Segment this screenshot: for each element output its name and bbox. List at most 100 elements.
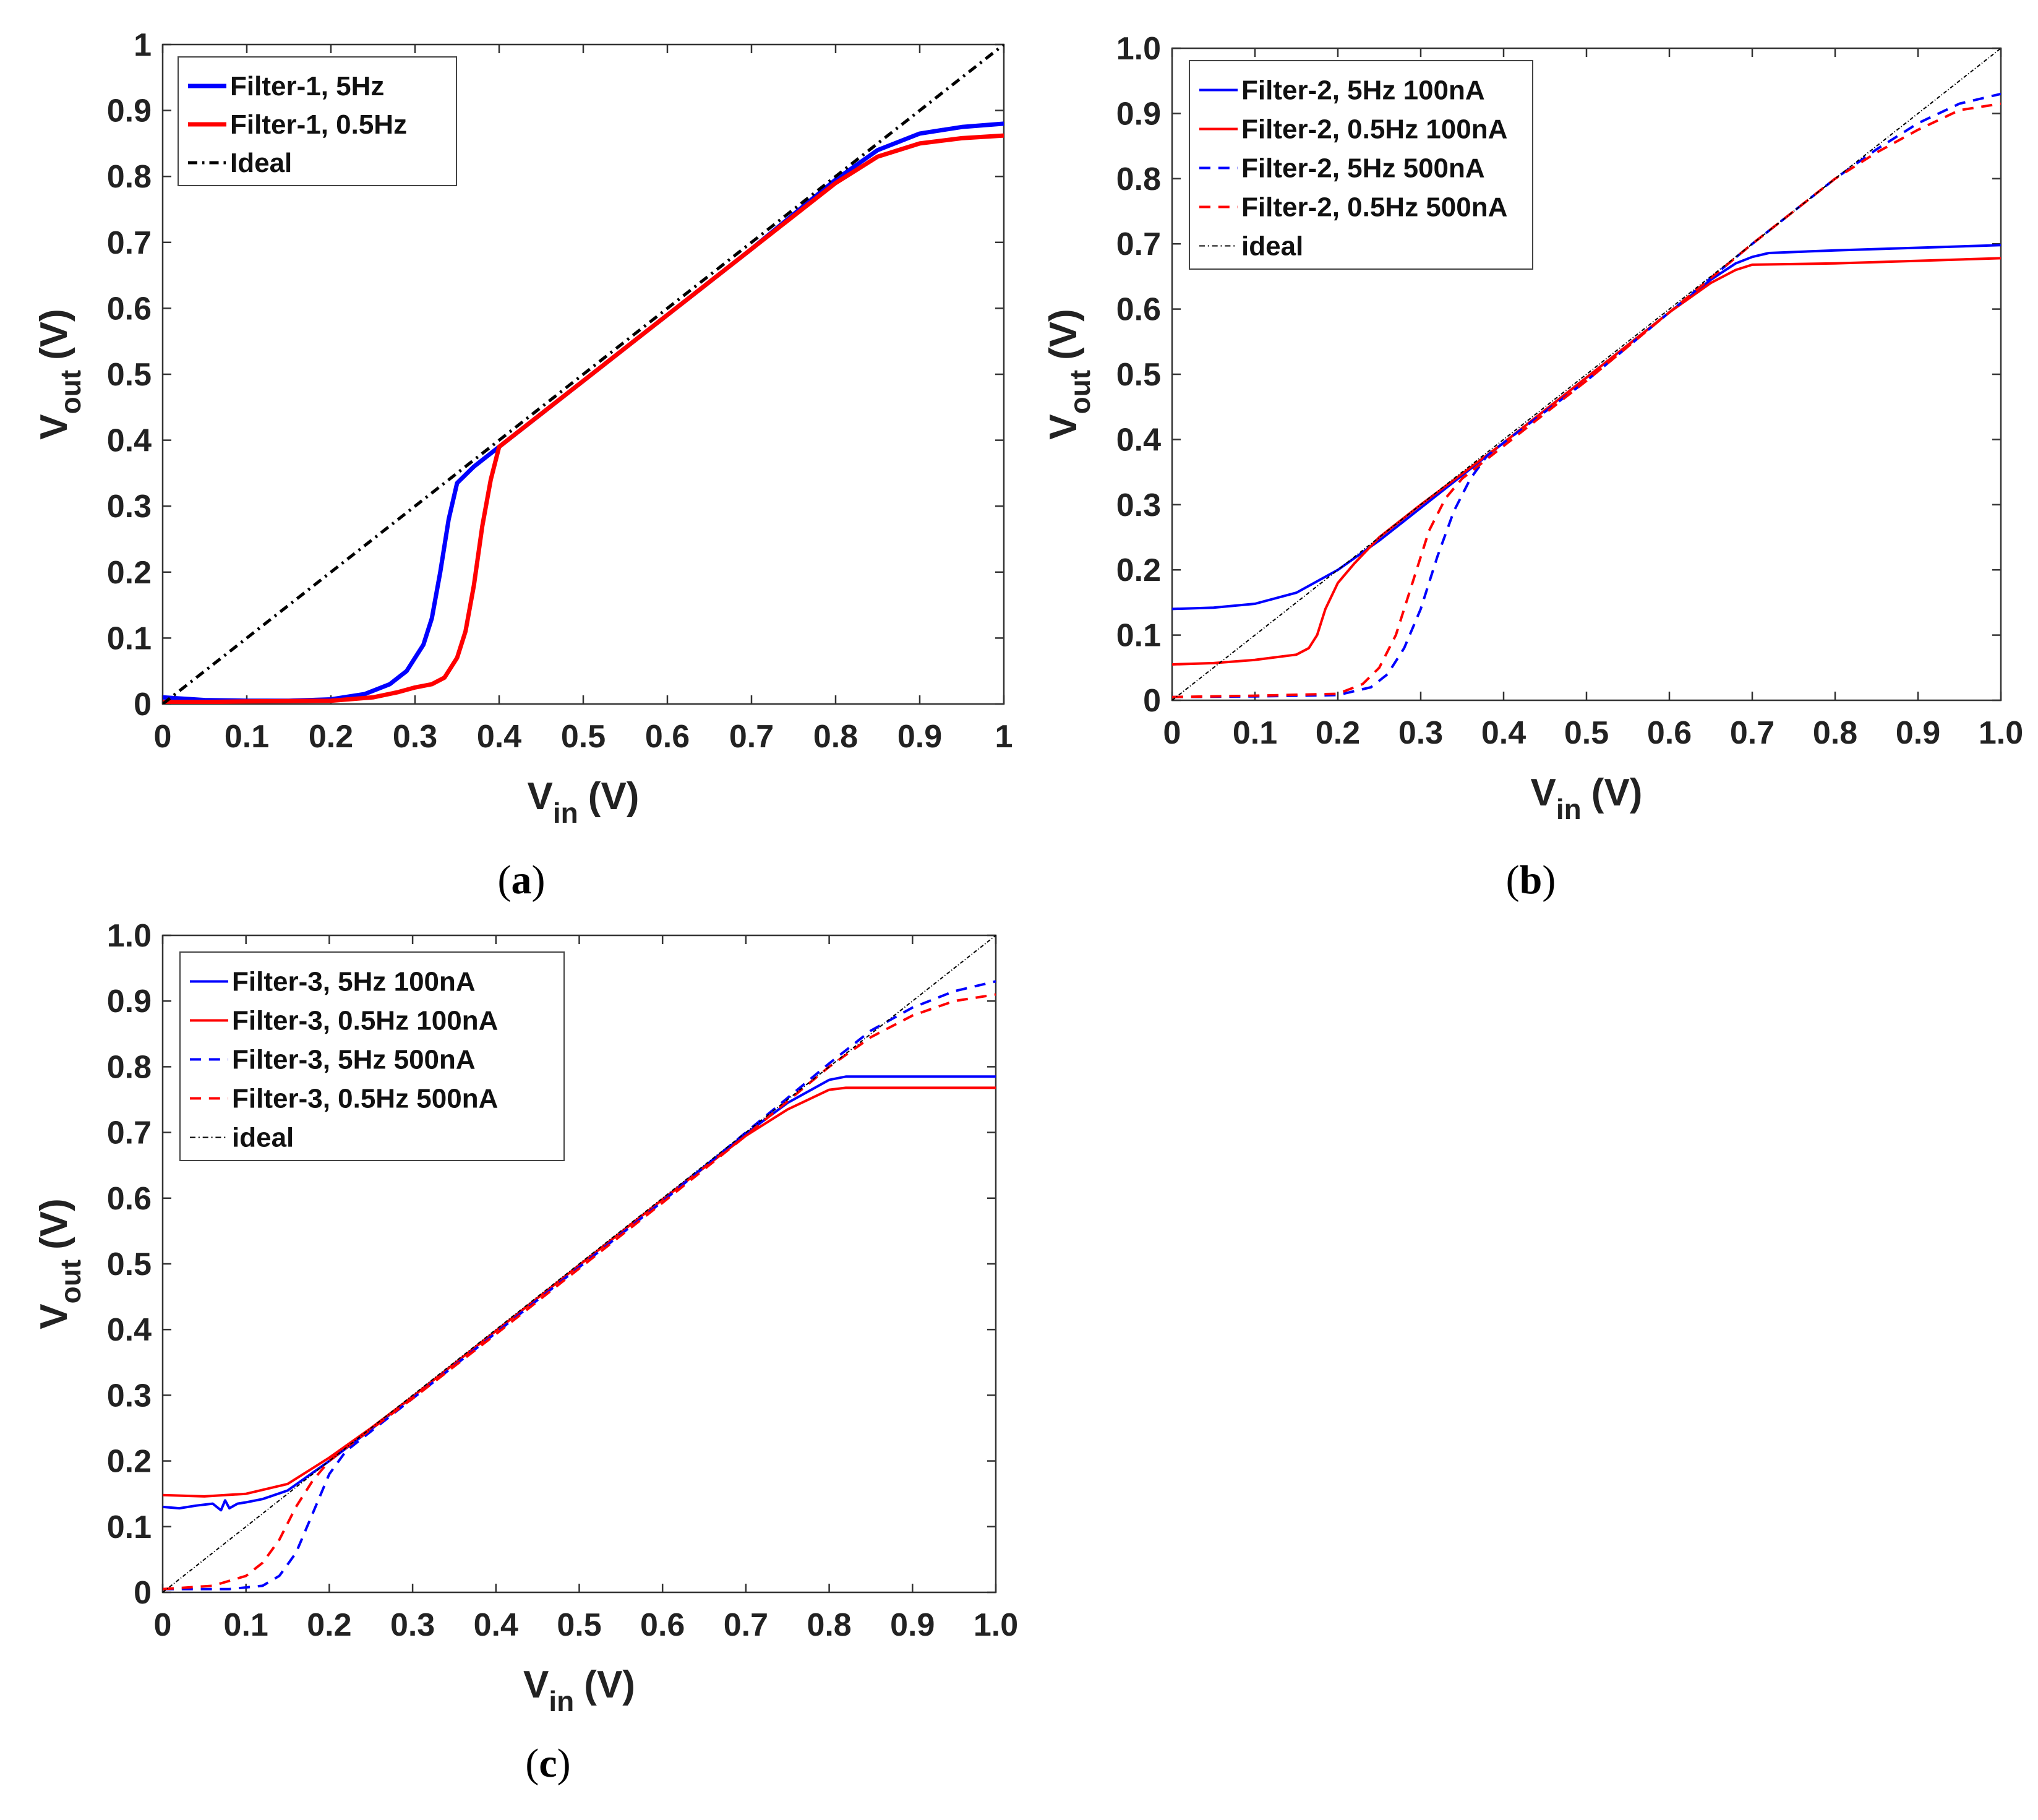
x-tick-label: 0.1 bbox=[1233, 715, 1277, 751]
y-axis-label: Vout (V) bbox=[33, 1198, 87, 1329]
y-tick-label: 1.0 bbox=[1116, 31, 1161, 67]
x-tick-label: 0.6 bbox=[1647, 715, 1692, 751]
y-tick-label: 0.2 bbox=[107, 1444, 152, 1480]
caption-letter: b bbox=[1520, 857, 1543, 903]
x-tick-label: 1.0 bbox=[974, 1607, 1018, 1643]
series-group bbox=[1172, 48, 2001, 700]
legend-box bbox=[179, 951, 565, 1161]
caption-close: ) bbox=[532, 857, 546, 903]
y-tick-label: 0.4 bbox=[107, 1312, 152, 1348]
x-axis-label-sub: in bbox=[1556, 793, 1582, 825]
series-line-4 bbox=[163, 935, 996, 1592]
y-axis-label-unit: (V) bbox=[1042, 309, 1085, 360]
x-tick-label: 0.7 bbox=[729, 719, 774, 755]
legend-label: Filter-3, 5Hz 500nA bbox=[232, 1045, 476, 1075]
y-tick-label: 0.5 bbox=[107, 357, 152, 393]
legend-label: Filter-2, 0.5Hz 100nA bbox=[1241, 114, 1507, 145]
x-tick-label: 0.1 bbox=[224, 1607, 268, 1643]
y-axis-label-unit: (V) bbox=[33, 1198, 75, 1250]
legend-label: Filter-1, 5Hz bbox=[230, 71, 384, 101]
y-tick-label: 0.9 bbox=[107, 93, 152, 129]
chart-panel-b: 0 0.1 0.2 0.3 0.4 0.5 0.6 0.7 0.8 0.9 1.0 0 0.1 0.2 0.… bbox=[1042, 31, 2023, 903]
x-axis-label-main: V bbox=[528, 775, 553, 818]
chart-panel-a: 0 0.1 0.2 0.3 0.4 0.5 0.6 0.7 0.8 0.9 1 0 0.1 0.2 0.3 0… bbox=[33, 27, 1013, 903]
y-tick-label: 0.6 bbox=[107, 291, 152, 327]
series-group bbox=[163, 935, 996, 1592]
y-tick-label: 0.6 bbox=[1116, 292, 1161, 328]
legend-label: Filter-2, 5Hz 100nA bbox=[1241, 75, 1485, 106]
legend: Filter-2, 5Hz 100nA Filter-2, 0.5Hz 100nA… bbox=[1189, 60, 1533, 270]
legend-label: Filter-1, 0.5Hz bbox=[230, 109, 407, 140]
x-axis-label-main: V bbox=[1531, 771, 1556, 814]
x-tick-label: 1.0 bbox=[1979, 715, 2023, 751]
y-tick-label: 0.7 bbox=[107, 225, 152, 261]
y-tick-label: 0.1 bbox=[107, 620, 152, 656]
y-axis-label: Vout (V) bbox=[33, 309, 87, 440]
caption-letter: a bbox=[512, 857, 532, 903]
y-tick-label: 0.9 bbox=[107, 984, 152, 1019]
y-axis-label-sub: out bbox=[54, 1260, 87, 1304]
x-axis-label-sub: in bbox=[549, 1685, 574, 1717]
x-tick-label: 1 bbox=[995, 719, 1013, 755]
x-tick-label: 0.7 bbox=[724, 1607, 768, 1643]
series-line-1 bbox=[1172, 257, 2001, 666]
y-tick-label: 0.8 bbox=[107, 159, 152, 195]
x-axis-label: Vin (V) bbox=[528, 775, 640, 829]
x-tick-label: 0.5 bbox=[561, 719, 606, 755]
x-tick-label: 0.5 bbox=[1564, 715, 1609, 751]
x-tick-label: 0.3 bbox=[393, 719, 437, 755]
y-axis-label-sub: out bbox=[1064, 370, 1096, 414]
legend-label: Filter-3, 0.5Hz 500nA bbox=[232, 1084, 498, 1114]
x-tick-label: 0.6 bbox=[645, 719, 690, 755]
y-tick-label: 0.4 bbox=[107, 423, 152, 459]
chart-panel-c: 0 0.1 0.2 0.3 0.4 0.5 0.6 0.7 0.8 0.9 1.0 0 0.1 0.2 0.… bbox=[33, 918, 1018, 1786]
y-axis-label: Vout (V) bbox=[1042, 309, 1096, 440]
series-line-1 bbox=[163, 1086, 996, 1498]
x-tick-label: 0.2 bbox=[307, 1607, 351, 1643]
series-line-1 bbox=[163, 133, 1004, 704]
x-tick-label: 0.3 bbox=[390, 1607, 435, 1643]
y-tick-label: 0.1 bbox=[107, 1509, 152, 1545]
x-tick-label: 0 bbox=[154, 719, 172, 755]
x-axis-label-unit: (V) bbox=[588, 775, 640, 818]
caption-open: ( bbox=[498, 857, 512, 903]
x-tick-label: 0.3 bbox=[1398, 715, 1443, 751]
y-tick-label: 1 bbox=[134, 27, 152, 63]
series-line-3 bbox=[163, 993, 996, 1590]
y-tick-label: 0.7 bbox=[1116, 226, 1161, 262]
panel-caption: (a) bbox=[498, 857, 546, 903]
legend-box bbox=[1189, 60, 1533, 270]
legend-label: ideal bbox=[232, 1123, 294, 1153]
x-tick-label: 0.4 bbox=[1481, 715, 1526, 751]
x-tick-label: 0.2 bbox=[1316, 715, 1360, 751]
y-tick-label: 0.3 bbox=[107, 1378, 152, 1414]
y-axis-label-main: V bbox=[33, 414, 75, 439]
y-tick-label: 0.2 bbox=[107, 555, 152, 591]
legend-label: Filter-3, 0.5Hz 100nA bbox=[232, 1006, 498, 1036]
x-tick-label: 0.8 bbox=[1813, 715, 1857, 751]
y-tick-label: 0.3 bbox=[107, 489, 152, 525]
x-tick-label: 0.9 bbox=[1896, 715, 1940, 751]
x-tick-label: 0.9 bbox=[897, 719, 942, 755]
series-line-0 bbox=[163, 1075, 996, 1512]
x-tick-label: 0.5 bbox=[557, 1607, 601, 1643]
x-axis-label-main: V bbox=[523, 1663, 549, 1706]
caption-open: ( bbox=[1506, 857, 1520, 903]
y-tick-label: 0.5 bbox=[1116, 357, 1161, 393]
legend: Filter-1, 5Hz Filter-1, 0.5Hz Ideal bbox=[178, 56, 457, 186]
y-tick-label: 0 bbox=[134, 687, 152, 723]
x-axis-label-unit: (V) bbox=[1591, 771, 1643, 814]
series-line-3 bbox=[1172, 102, 2001, 698]
x-tick-label: 0.9 bbox=[890, 1607, 935, 1643]
x-tick-label: 0 bbox=[154, 1607, 172, 1643]
y-tick-label: 1.0 bbox=[107, 918, 152, 954]
y-tick-label: 0.1 bbox=[1116, 618, 1161, 654]
caption-close: ) bbox=[1542, 857, 1556, 903]
series-line-2 bbox=[163, 45, 1004, 704]
y-axis-label-main: V bbox=[33, 1303, 75, 1329]
x-tick-label: 0.8 bbox=[807, 1607, 851, 1643]
y-axis-label-sub: out bbox=[54, 370, 87, 414]
x-tick-label: 0.6 bbox=[640, 1607, 685, 1643]
y-tick-label: 0.5 bbox=[107, 1247, 152, 1282]
